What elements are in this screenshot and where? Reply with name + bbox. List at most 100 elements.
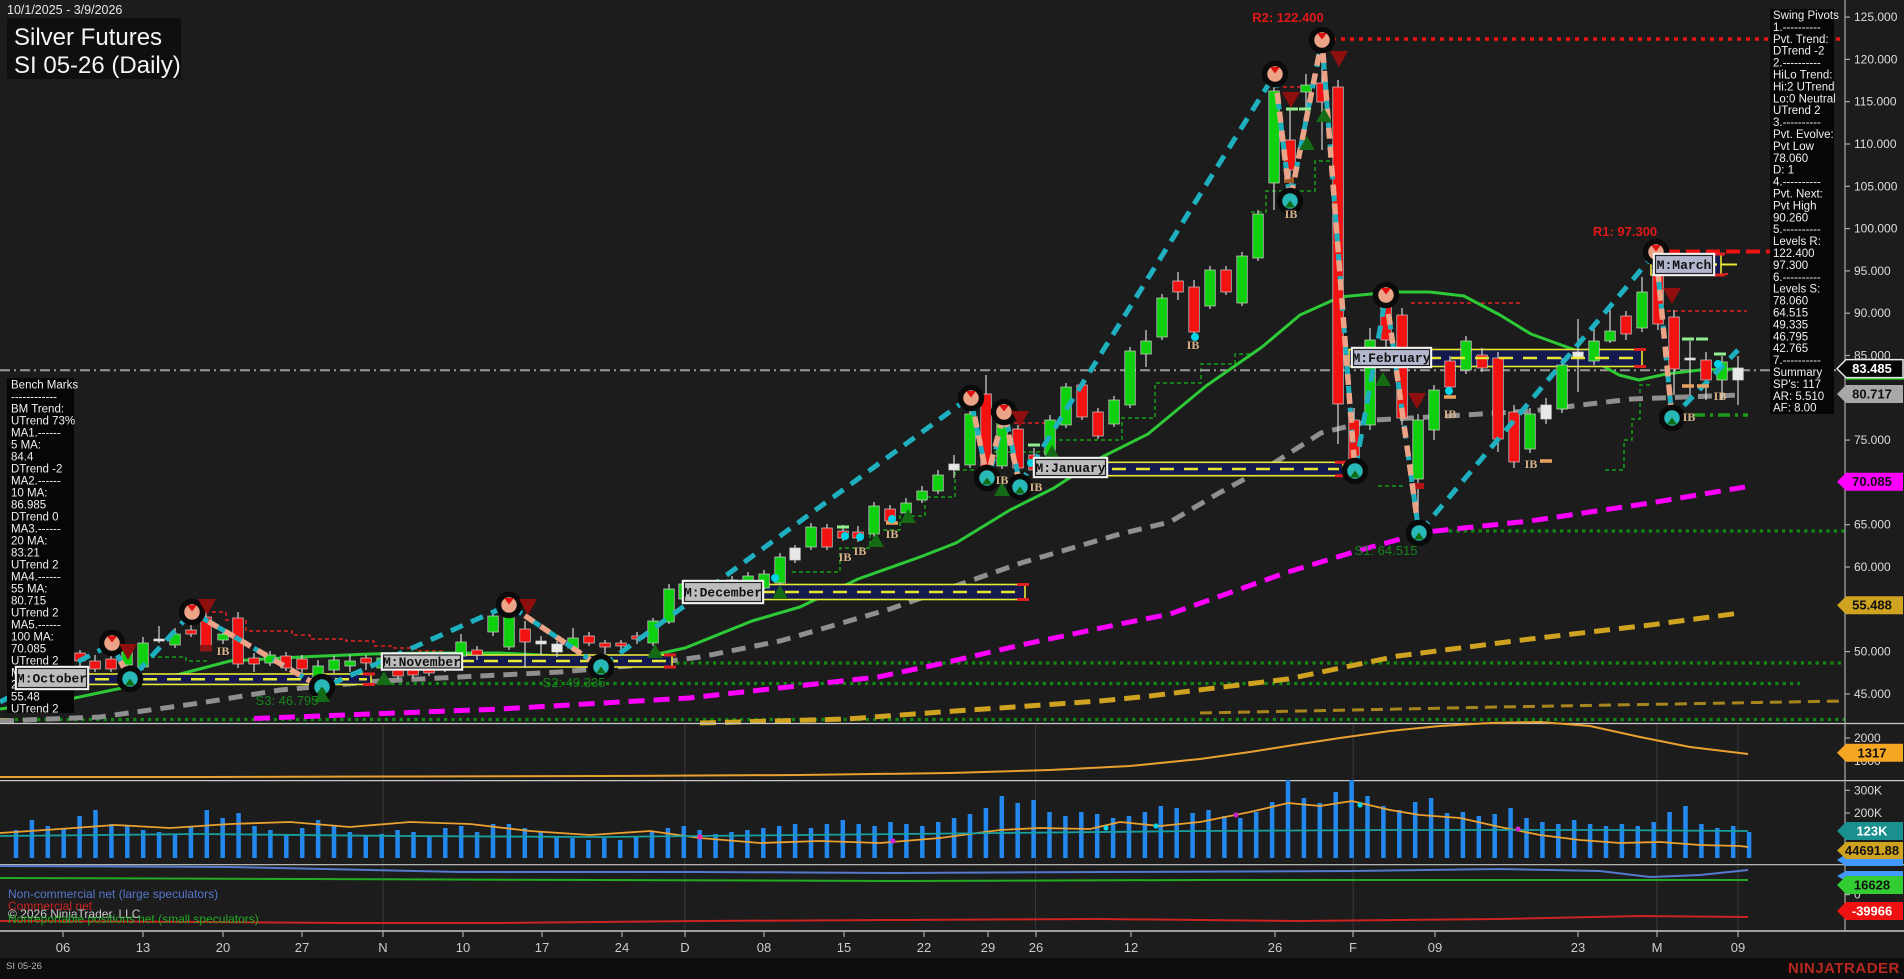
svg-text:MA3.------: MA3.------ (11, 524, 61, 536)
svg-text:IB: IB (1030, 480, 1043, 494)
svg-text:Levels S:: Levels S: (1773, 284, 1820, 296)
svg-text:70.085: 70.085 (11, 644, 46, 656)
svg-text:20: 20 (216, 940, 230, 955)
svg-text:300K: 300K (1854, 783, 1882, 797)
svg-text:90.000: 90.000 (1854, 306, 1891, 320)
svg-text:AF: 8.00: AF: 8.00 (1773, 403, 1816, 415)
svg-text:© 2026 NinjaTrader, LLC: © 2026 NinjaTrader, LLC (8, 907, 141, 921)
svg-text:N: N (378, 940, 387, 955)
svg-text:Nonreportable positions net (s: Nonreportable positions net (small specu… (8, 912, 259, 926)
svg-text:86.985: 86.985 (11, 500, 46, 512)
svg-text:46.795: 46.795 (1773, 331, 1808, 343)
svg-text:3.----------: 3.---------- (1773, 117, 1821, 129)
svg-text:M:October: M:October (17, 672, 87, 687)
svg-text:125.000: 125.000 (1854, 10, 1898, 24)
svg-text:IB: IB (1187, 338, 1200, 352)
svg-text:27: 27 (295, 940, 309, 955)
svg-text:MA5.------: MA5.------ (11, 620, 61, 632)
svg-text:S3: 46.795: S3: 46.795 (256, 693, 319, 708)
svg-text:110.000: 110.000 (1854, 137, 1897, 151)
svg-text:1317: 1317 (1858, 745, 1887, 760)
svg-text:Commercial net: Commercial net (8, 899, 93, 913)
svg-text:100 MA:: 100 MA: (11, 632, 54, 644)
svg-text:08: 08 (757, 940, 771, 955)
svg-text:IB: IB (886, 527, 899, 541)
svg-text:UTrend 73%: UTrend 73% (11, 416, 75, 428)
svg-text:DTrend -2: DTrend -2 (1773, 46, 1824, 58)
svg-text:20 MA:: 20 MA: (11, 536, 47, 548)
svg-text:MA1.------: MA1.------ (11, 428, 61, 440)
svg-text:200K: 200K (1854, 806, 1882, 820)
svg-text:90.260: 90.260 (1773, 212, 1808, 224)
svg-text:6.----------: 6.---------- (1773, 272, 1821, 284)
svg-text:SP's: 117: SP's: 117 (1773, 379, 1821, 391)
svg-text:7.----------: 7.---------- (1773, 355, 1821, 367)
svg-text:Pvt High: Pvt High (1773, 200, 1816, 212)
svg-text:24: 24 (615, 940, 629, 955)
svg-text:15: 15 (837, 940, 851, 955)
svg-text:UTrend 2: UTrend 2 (11, 704, 59, 716)
svg-text:Pvt Low: Pvt Low (1773, 141, 1815, 153)
svg-text:BM Trend:: BM Trend: (11, 404, 64, 416)
svg-text:10 MA:: 10 MA: (11, 488, 47, 500)
svg-text:2000: 2000 (1854, 731, 1881, 745)
svg-text:09: 09 (1428, 940, 1442, 955)
svg-text:78.060: 78.060 (1773, 153, 1808, 165)
svg-text:D: D (680, 940, 689, 955)
svg-text:70.085: 70.085 (1852, 474, 1892, 489)
svg-text:MA4.------: MA4.------ (11, 572, 61, 584)
svg-text:-39966: -39966 (1852, 904, 1892, 919)
svg-text:50.000: 50.000 (1854, 645, 1891, 659)
svg-text:D: 1: D: 1 (1773, 165, 1794, 177)
svg-text:IB: IB (1714, 389, 1727, 403)
svg-text:Non-commercial net (large spec: Non-commercial net (large speculators) (8, 887, 218, 901)
svg-text:49.335: 49.335 (1773, 319, 1808, 331)
svg-text:DTrend -2: DTrend -2 (11, 464, 62, 476)
svg-text:M:March: M:March (1657, 258, 1712, 273)
svg-text:Summary: Summary (1773, 367, 1822, 379)
svg-text:S2: 49.335: S2: 49.335 (543, 675, 606, 690)
svg-text:26: 26 (1268, 940, 1282, 955)
svg-text:44691.88: 44691.88 (1845, 843, 1899, 858)
svg-text:4.----------: 4.---------- (1773, 177, 1821, 189)
svg-text:75.000: 75.000 (1854, 433, 1891, 447)
svg-text:26: 26 (1029, 940, 1043, 955)
svg-text:HiLo Trend:: HiLo Trend: (1773, 70, 1832, 82)
svg-text:M:February: M:February (1352, 351, 1430, 366)
svg-text:22: 22 (917, 940, 931, 955)
svg-text:Hi:2 UTrend: Hi:2 UTrend (1773, 81, 1835, 93)
svg-text:MA2.------: MA2.------ (11, 476, 61, 488)
svg-text:M: M (1652, 940, 1663, 955)
svg-text:65.000: 65.000 (1854, 518, 1891, 532)
svg-text:13: 13 (136, 940, 150, 955)
svg-text:122.400: 122.400 (1773, 248, 1815, 260)
svg-text:R2: 122.400: R2: 122.400 (1252, 10, 1324, 25)
svg-text:M:December: M:December (684, 586, 762, 601)
svg-text:Pvt. Trend:: Pvt. Trend: (1773, 34, 1829, 46)
svg-text:84.4: 84.4 (11, 452, 34, 464)
svg-text:06: 06 (56, 940, 70, 955)
svg-text:123K: 123K (1856, 824, 1888, 839)
svg-text:0: 0 (1854, 888, 1861, 902)
svg-text:S1: 64.515: S1: 64.515 (1355, 543, 1418, 558)
svg-text:5 MA:: 5 MA: (11, 440, 41, 452)
svg-text:105.000: 105.000 (1854, 179, 1898, 193)
svg-text:Lo:0 Neutral: Lo:0 Neutral (1773, 93, 1836, 105)
svg-text:IB: IB (217, 644, 230, 658)
svg-text:IB: IB (854, 544, 867, 558)
svg-text:115.000: 115.000 (1854, 95, 1897, 109)
svg-text:SI 05-26: SI 05-26 (6, 961, 42, 972)
svg-text:------------: ------------ (11, 392, 57, 404)
svg-text:IB: IB (1525, 457, 1538, 471)
svg-text:Silver Futures: Silver Futures (14, 24, 162, 51)
svg-text:F: F (1349, 940, 1357, 955)
svg-text:DTrend 0: DTrend 0 (11, 512, 59, 524)
svg-text:55 MA:: 55 MA: (11, 584, 47, 596)
svg-text:M:January: M:January (1035, 461, 1105, 476)
svg-text:UTrend 2: UTrend 2 (11, 560, 59, 572)
svg-text:78.060: 78.060 (1773, 296, 1808, 308)
svg-text:42.765: 42.765 (1773, 343, 1808, 355)
svg-text:IB: IB (1285, 207, 1298, 221)
svg-text:IB: IB (839, 550, 852, 564)
svg-text:SI 05-26 (Daily): SI 05-26 (Daily) (14, 52, 181, 79)
